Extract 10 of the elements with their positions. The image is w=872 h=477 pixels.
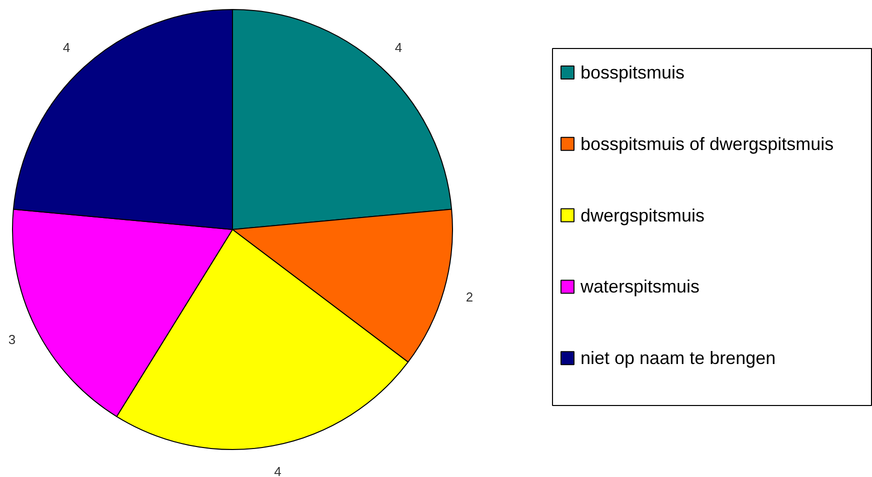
data-label: 2 [466, 289, 474, 304]
legend-label: waterspitsmuis [580, 276, 700, 297]
data-label: 4 [274, 464, 282, 477]
legend-label: bosspitsmuis [580, 62, 685, 82]
legend-label: niet op naam te brengen [580, 348, 776, 368]
legend-label: bosspitsmuis of dwergspitsmuis [580, 134, 834, 154]
data-label: 4 [394, 40, 402, 55]
data-label: 4 [62, 40, 70, 55]
data-label: 3 [8, 332, 16, 347]
legend-label: dwergspitsmuis [580, 205, 705, 226]
